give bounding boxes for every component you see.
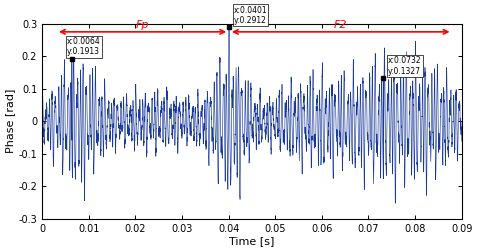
Text: x:0.0732
y:0.1327: x:0.0732 y:0.1327 [388, 56, 422, 76]
Text: F2: F2 [334, 20, 348, 30]
Text: x:0.0064
y:0.1913: x:0.0064 y:0.1913 [67, 37, 101, 56]
Y-axis label: Phase [rad]: Phase [rad] [6, 89, 16, 153]
Text: Fp: Fp [136, 20, 149, 30]
X-axis label: Time [s]: Time [s] [229, 236, 274, 246]
Text: x:0.0401
y:0.2912: x:0.0401 y:0.2912 [234, 6, 267, 25]
